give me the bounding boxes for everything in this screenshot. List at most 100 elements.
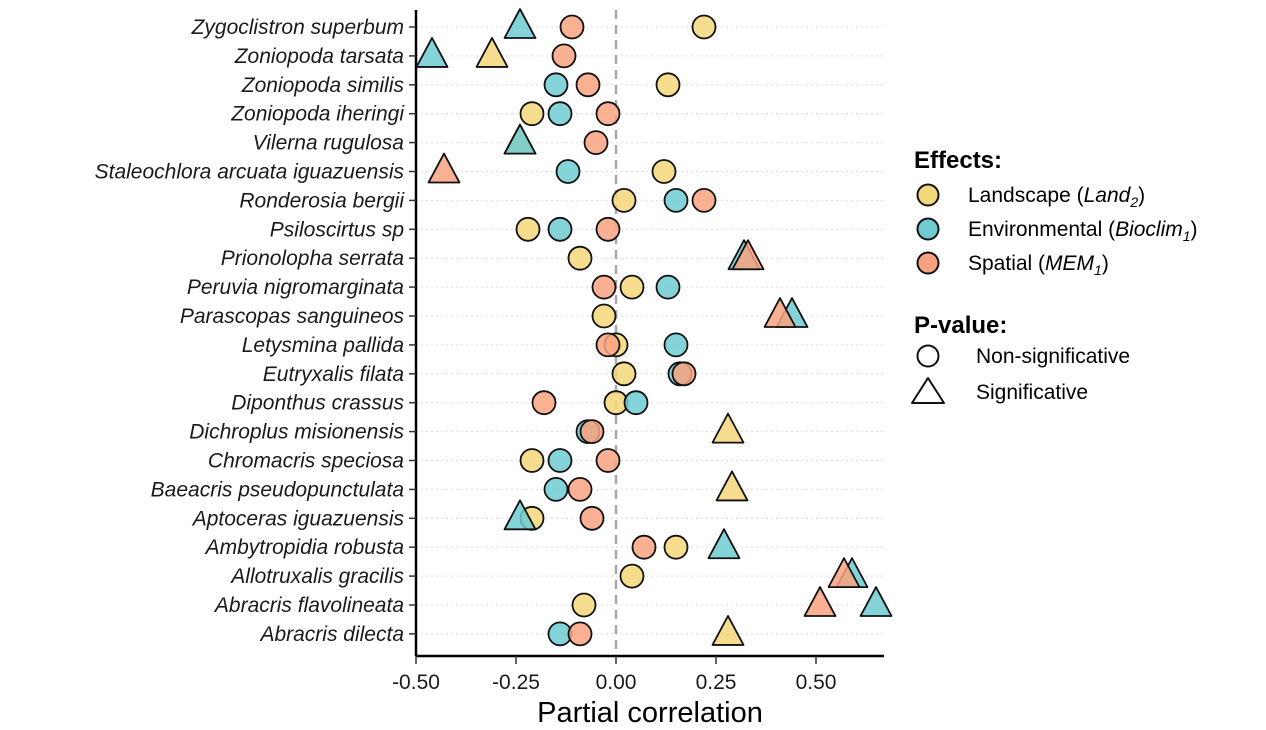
environmental-point	[547, 448, 573, 473]
legend-pvalue-title: P-value:	[914, 312, 1007, 339]
landscape-point	[619, 563, 645, 589]
species-label: Ambytropidia robusta	[204, 536, 404, 559]
landscape-point	[591, 303, 617, 329]
x-tick-label: -0.50	[392, 671, 440, 694]
species-label: Aptoceras iguazuensis	[191, 507, 405, 530]
spatial-point	[531, 390, 557, 416]
landscape-point	[515, 216, 541, 242]
spatial-point	[579, 505, 605, 531]
species-label: Diponthus crassus	[231, 392, 404, 415]
environmental-significant-point	[503, 8, 537, 39]
data-points	[415, 8, 893, 647]
landscape-significant-point	[715, 470, 749, 502]
landscape-point	[611, 187, 637, 213]
species-labels: Zygoclistron superbum Zoniopoda tarsata Zo…	[95, 16, 406, 646]
x-axis-title: Partial correlation	[537, 697, 763, 729]
landscape-point	[519, 101, 545, 127]
landscape-point	[611, 361, 637, 387]
landscape-point	[691, 14, 717, 40]
environmental-significant-point	[503, 499, 537, 531]
environmental-point	[555, 159, 581, 184]
legend: Effects: Landscape (Land2) Environmental (…	[911, 147, 1198, 404]
spatial-point	[595, 332, 621, 358]
x-tick-label: -0.25	[492, 671, 540, 694]
landscape-significant-point	[475, 37, 509, 68]
landscape-significant-point	[711, 412, 745, 444]
landscape-point	[663, 534, 689, 560]
species-label: Zoniopoda tarsata	[234, 45, 404, 68]
axes	[409, 10, 884, 664]
spatial-point	[575, 72, 601, 98]
environmental-point	[623, 390, 649, 416]
environmental-point	[543, 72, 569, 98]
species-label: Peruvia nigromarginata	[187, 276, 404, 299]
species-label: Chromacris speciosa	[208, 450, 404, 473]
landscape-point	[655, 72, 681, 98]
spatial-significant-point	[763, 297, 797, 328]
species-label: Vilerna rugulosa	[253, 132, 404, 155]
legend-circle-icon	[916, 344, 940, 368]
legend-landscape-label: Landscape (Land2)	[968, 184, 1145, 210]
environmental-point	[547, 216, 573, 242]
legend-effects-title: Effects:	[914, 147, 1002, 174]
spatial-point	[595, 448, 621, 473]
legend-spatial-label: Spatial (MEM1)	[968, 252, 1109, 278]
spatial-point	[551, 43, 577, 69]
landscape-point	[519, 448, 545, 473]
spatial-significant-point	[427, 152, 461, 184]
legend-landscape-swatch	[916, 183, 940, 207]
landscape-point	[619, 274, 645, 300]
environmental-point	[663, 332, 689, 358]
species-label: Dichroplus misionensis	[189, 421, 404, 444]
landscape-significant-point	[711, 615, 745, 646]
species-label: Eutryxalis filata	[263, 363, 404, 386]
spatial-point	[595, 101, 621, 127]
species-label: Zoniopoda similis	[241, 74, 405, 97]
gridlines	[416, 26, 884, 635]
environmental-point	[547, 101, 573, 127]
species-label: Letysmina pallida	[242, 334, 404, 357]
species-label: Prionolopha serrata	[221, 247, 404, 270]
x-tick-labels: -0.50 -0.25 0.00 0.25 0.50	[392, 671, 836, 694]
x-tick-label: 0.00	[596, 671, 637, 694]
environmental-significant-point	[415, 37, 449, 68]
spatial-point	[631, 534, 657, 560]
landscape-point	[571, 592, 597, 618]
environmental-significant-point	[859, 586, 893, 617]
species-label: Abracris flavolineata	[213, 594, 404, 617]
legend-pvalue-label: Significative	[976, 381, 1088, 404]
species-label: Baeacris pseudopunctulata	[151, 478, 404, 501]
species-label: Zoniopoda iheringi	[230, 103, 405, 126]
environmental-significant-point	[503, 123, 537, 155]
spatial-point	[579, 419, 605, 445]
spatial-point	[671, 361, 697, 387]
landscape-point	[651, 159, 677, 184]
spatial-significant-point	[731, 239, 765, 271]
spatial-point	[559, 14, 585, 40]
spatial-point	[567, 621, 593, 647]
x-tick-label: 0.25	[696, 671, 737, 694]
landscape-point	[567, 245, 593, 271]
species-label: Zygoclistron superbum	[191, 16, 404, 39]
legend-environmental-label: Environmental (Bioclim1)	[968, 218, 1198, 244]
legend-triangle-icon	[911, 377, 945, 404]
x-tick-label: 0.50	[796, 671, 837, 694]
species-label: Allotruxalis gracilis	[229, 565, 404, 588]
environmental-point	[663, 187, 689, 213]
species-label: Staleochlora arcuata iguazuensis	[95, 161, 405, 184]
environmental-significant-point	[707, 528, 741, 560]
legend-spatial-swatch	[916, 251, 940, 275]
spatial-point	[591, 274, 617, 300]
spatial-point	[583, 130, 609, 156]
spatial-significant-point	[803, 586, 837, 617]
spatial-significant-point	[827, 557, 861, 589]
species-label: Ronderosia bergii	[239, 189, 405, 212]
spatial-point	[567, 476, 593, 502]
legend-environmental-swatch	[916, 217, 940, 241]
environmental-point	[655, 274, 681, 300]
species-label: Abracris dilecta	[258, 623, 404, 646]
species-label: Psiloscirtus sp	[270, 218, 404, 241]
environmental-point	[543, 476, 569, 502]
spatial-point	[691, 187, 717, 213]
